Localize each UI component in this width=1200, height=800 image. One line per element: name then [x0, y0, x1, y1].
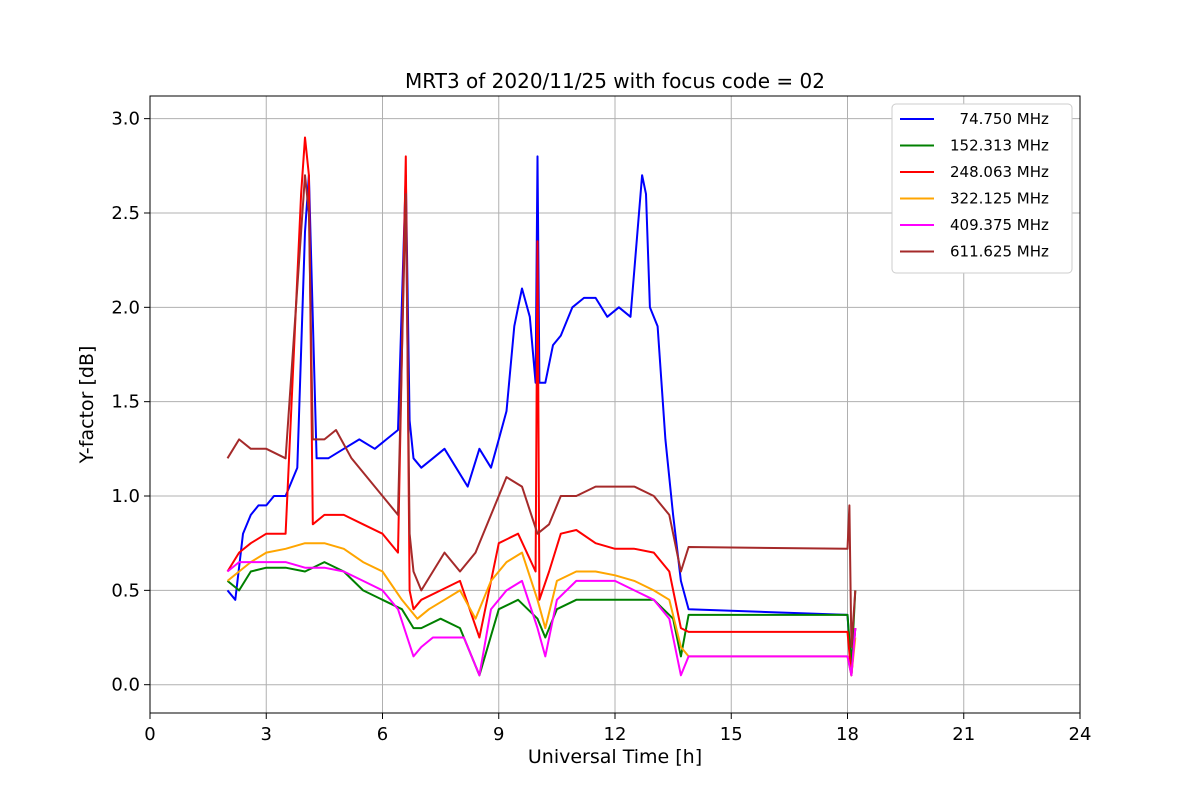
legend-label-4: 409.375 MHz	[950, 216, 1049, 234]
chart-title: MRT3 of 2020/11/25 with focus code = 02	[405, 69, 825, 93]
x-tick-label: 12	[604, 724, 627, 745]
y-tick-label: 2.5	[111, 203, 140, 224]
x-tick-label: 15	[720, 724, 743, 745]
x-tick-label: 24	[1069, 724, 1092, 745]
x-tick-label: 9	[493, 724, 504, 745]
legend-label-5: 611.625 MHz	[950, 243, 1049, 261]
series-line-2	[226, 136, 857, 677]
series-line-4	[226, 561, 857, 677]
series-line-0	[226, 155, 857, 677]
y-tick-label: 0.5	[111, 580, 140, 601]
x-tick-label: 18	[836, 724, 859, 745]
legend-box	[891, 103, 1073, 274]
y-axis-label: Y-factor [dB]	[76, 346, 98, 465]
series-line-1	[226, 561, 857, 677]
x-tick-label: 0	[144, 724, 155, 745]
y-tick-label: 2.0	[111, 297, 140, 318]
x-axis-label: Universal Time [h]	[528, 746, 702, 768]
legend-label-0: 74.750 MHz	[950, 110, 1049, 128]
series-line-3	[226, 542, 857, 677]
legend: 74.750 MHz 152.313 MHz 248.063 MHz 322.125 …	[891, 103, 1073, 274]
y-tick-label: 3.0	[111, 109, 140, 130]
legend-label-3: 322.125 MHz	[950, 190, 1049, 208]
series-line-5	[226, 174, 857, 648]
legend-label-2: 248.063 MHz	[950, 163, 1049, 181]
y-tick-label: 0.0	[111, 675, 140, 696]
x-tick-label: 6	[377, 724, 388, 745]
x-tick-label: 21	[952, 724, 975, 745]
legend-label-1: 152.313 MHz	[950, 137, 1049, 155]
y-tick-label: 1.0	[111, 486, 140, 507]
plot-series	[226, 136, 857, 677]
y-tick-label: 1.5	[111, 392, 140, 413]
x-tick-label: 3	[261, 724, 272, 745]
axis-ticks: 0 3 6 9 12 15 18 21 24 0.0 0.5 1.0 1.5 2.0 2.5 3.0	[111, 109, 1091, 745]
